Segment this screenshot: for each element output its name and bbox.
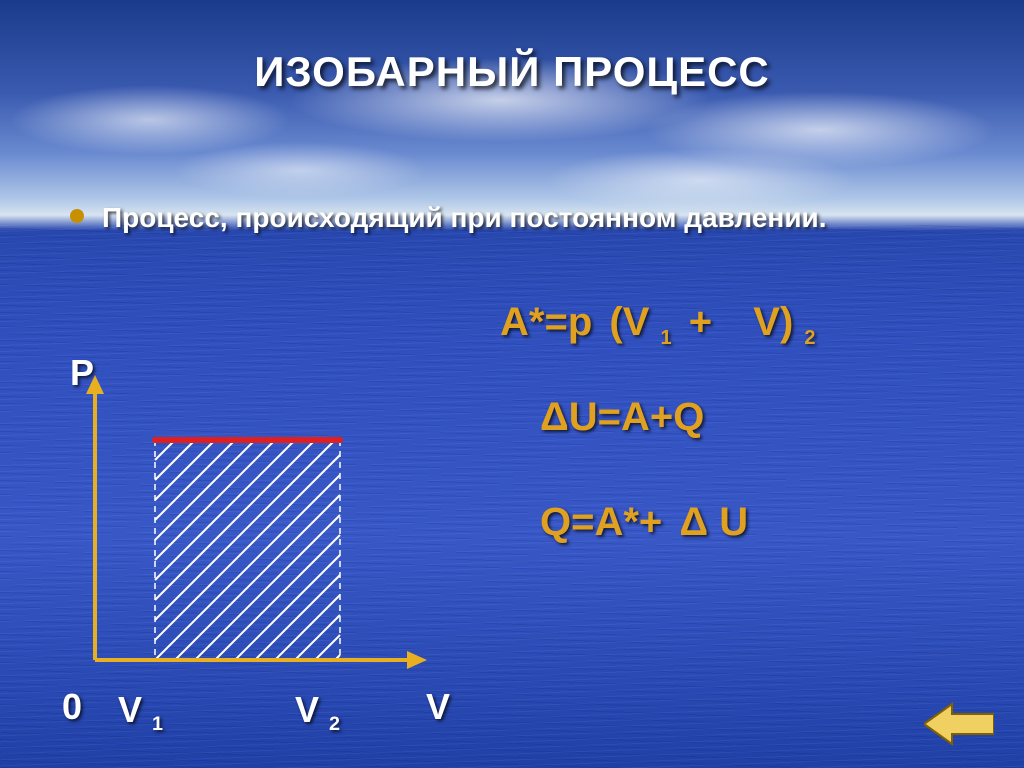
- formula-work-sub1: 1: [661, 327, 672, 349]
- formula-energy: ΔU=A+Q: [540, 395, 704, 440]
- formula-work-open: (: [609, 300, 622, 344]
- formula-energy-text: U=A+Q: [569, 395, 705, 439]
- nav-back-button[interactable]: [924, 700, 994, 748]
- formula-work: A*=p (V 1 + V) 2: [500, 300, 816, 350]
- v1-axis-label: V 1: [118, 689, 163, 736]
- bullet-text: Процесс, происходящий при постоянном дав…: [102, 200, 827, 236]
- pv-chart-svg: [70, 370, 440, 690]
- formula-energy-delta: Δ: [540, 395, 569, 439]
- arrow-left-icon: [924, 700, 994, 748]
- formula-work-plus: +: [689, 300, 712, 344]
- origin-label: 0: [62, 686, 82, 728]
- sky-clouds: [0, 0, 1024, 225]
- v2-axis-label-sub: 2: [329, 713, 340, 735]
- formula-work-close: ): [780, 300, 793, 344]
- formula-heat-rhs: U: [708, 500, 748, 544]
- v1-axis-label-v: V: [118, 689, 142, 730]
- v2-axis-label-v: V: [295, 689, 319, 730]
- formula-work-sub2: 2: [804, 327, 815, 349]
- bullet-dot: [70, 209, 84, 223]
- bullet-row: Процесс, происходящий при постоянном дав…: [70, 200, 954, 236]
- pv-chart: P 0 V 1 V 2 V: [70, 370, 440, 730]
- v2-axis-label: V 2: [295, 689, 340, 736]
- axis-label-p: P: [70, 352, 94, 394]
- formula-work-lhs: A*=p: [500, 300, 592, 344]
- slide-title: ИЗОБАРНЫЙ ПРОЦЕСС: [0, 48, 1024, 96]
- formula-heat-lhs: Q=A*+: [540, 500, 662, 544]
- formula-heat-delta: Δ: [679, 500, 708, 544]
- formula-heat: Q=A*+ Δ U: [540, 500, 748, 545]
- v1-axis-label-sub: 1: [152, 713, 163, 735]
- formula-work-v1: V: [623, 300, 650, 344]
- formula-work-v2: V: [753, 300, 780, 344]
- axis-label-v: V: [426, 686, 450, 728]
